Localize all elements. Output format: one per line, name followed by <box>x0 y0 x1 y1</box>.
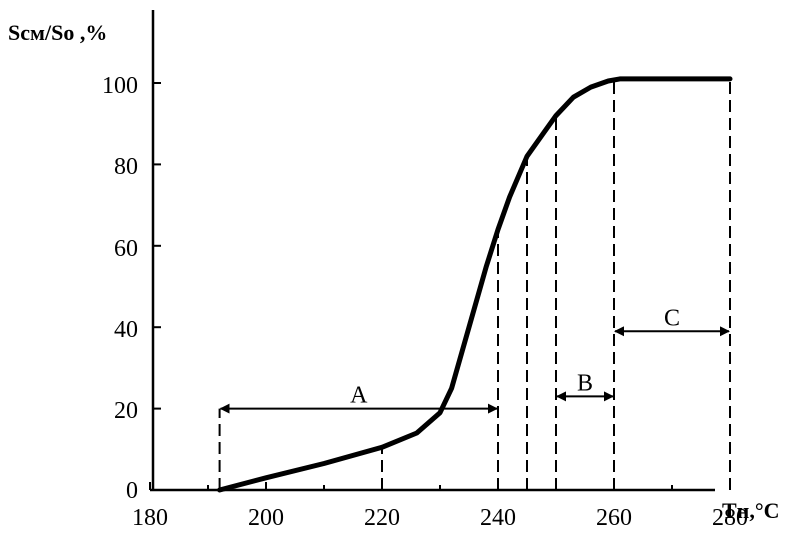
x-tick-label-280: 280 <box>712 505 748 531</box>
y-tick-label-60: 60 <box>114 236 138 262</box>
x-axis-title: Тн,°С <box>722 498 780 523</box>
region-label-c: С <box>664 305 680 331</box>
y-tick-label-100: 100 <box>102 73 138 99</box>
x-tick-label-220: 220 <box>364 505 400 531</box>
x-tick-label-180: 180 <box>132 505 168 531</box>
x-tick-label-240: 240 <box>480 505 516 531</box>
y-axis-title: Sсм/Sо ,% <box>8 20 107 45</box>
y-tick-label-80: 80 <box>114 154 138 180</box>
x-tick-label-200: 200 <box>248 505 284 531</box>
x-tick-label-260: 260 <box>596 505 632 531</box>
curve-series-line <box>217 76 733 493</box>
region-label-a: А <box>350 383 368 409</box>
y-tick-label-20: 20 <box>114 398 138 424</box>
region-label-b: В <box>577 370 593 396</box>
y-tick-label-40: 40 <box>114 317 138 343</box>
y-tick-label-0: 0 <box>126 478 138 504</box>
